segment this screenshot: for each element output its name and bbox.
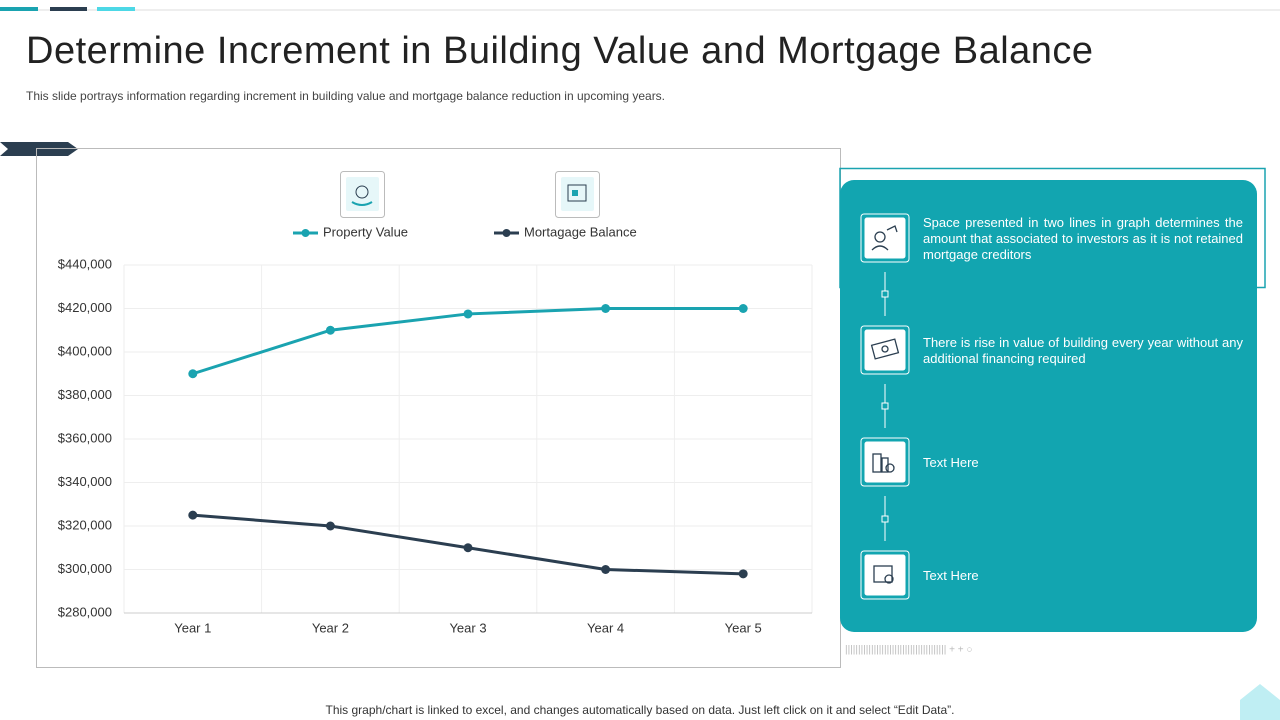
panel-text: Text Here: [923, 455, 979, 470]
y-tick-label: $320,000: [58, 517, 112, 532]
x-tick-label: Year 4: [587, 620, 624, 635]
point: [738, 304, 748, 313]
y-tick-label: $360,000: [58, 430, 112, 445]
point: [601, 565, 611, 574]
subtitle: This slide portrays information regardin…: [26, 89, 666, 103]
legend-label: Mortagage Balance: [524, 224, 637, 239]
point: [188, 510, 198, 520]
legend-marker: [502, 229, 511, 237]
footer: This graph/chart is linked to excel, and…: [325, 703, 955, 717]
y-tick-label: $280,000: [58, 604, 112, 619]
x-tick-label: Year 3: [449, 620, 486, 635]
chart: $280,000 $300,000 $320,000 $340,000 $360,000…: [58, 224, 813, 635]
icon-glyphs: [870, 225, 900, 584]
legend-icons: [340, 171, 600, 218]
panel-text: There is rise in value of building every…: [923, 335, 1243, 366]
point: [738, 569, 748, 579]
y-tick-label: $400,000: [58, 343, 112, 358]
point: [601, 304, 611, 313]
title: Determine Increment in Building Value an…: [26, 30, 1094, 72]
panel-text: Text Here: [923, 568, 979, 583]
x-tick-label: Year 1: [174, 620, 211, 635]
point: [463, 543, 473, 553]
y-tick-label: $420,000: [58, 300, 112, 315]
y-tick-label: $380,000: [58, 387, 112, 402]
y-tick-label: $340,000: [58, 474, 112, 489]
y-tick-label: $440,000: [58, 256, 112, 271]
accent: [0, 7, 38, 11]
legend-label: Property Value: [323, 224, 408, 239]
point: [325, 521, 335, 531]
panel-text: Space presented in two lines in graph de…: [923, 215, 1243, 262]
point: [188, 369, 198, 379]
x-tick-label: Year 5: [725, 620, 762, 635]
x-tick-label: Year 2: [312, 620, 349, 635]
y-tick-label: $300,000: [58, 561, 112, 576]
accent: [97, 7, 135, 11]
filler: ||||||||||||||||||||||||||||||||||||||| …: [845, 645, 972, 656]
point: [325, 325, 335, 335]
point: [463, 309, 473, 319]
accent: [50, 7, 87, 11]
home-icon: [1240, 684, 1280, 720]
panel: [840, 180, 1257, 632]
legend-marker: [301, 229, 310, 237]
